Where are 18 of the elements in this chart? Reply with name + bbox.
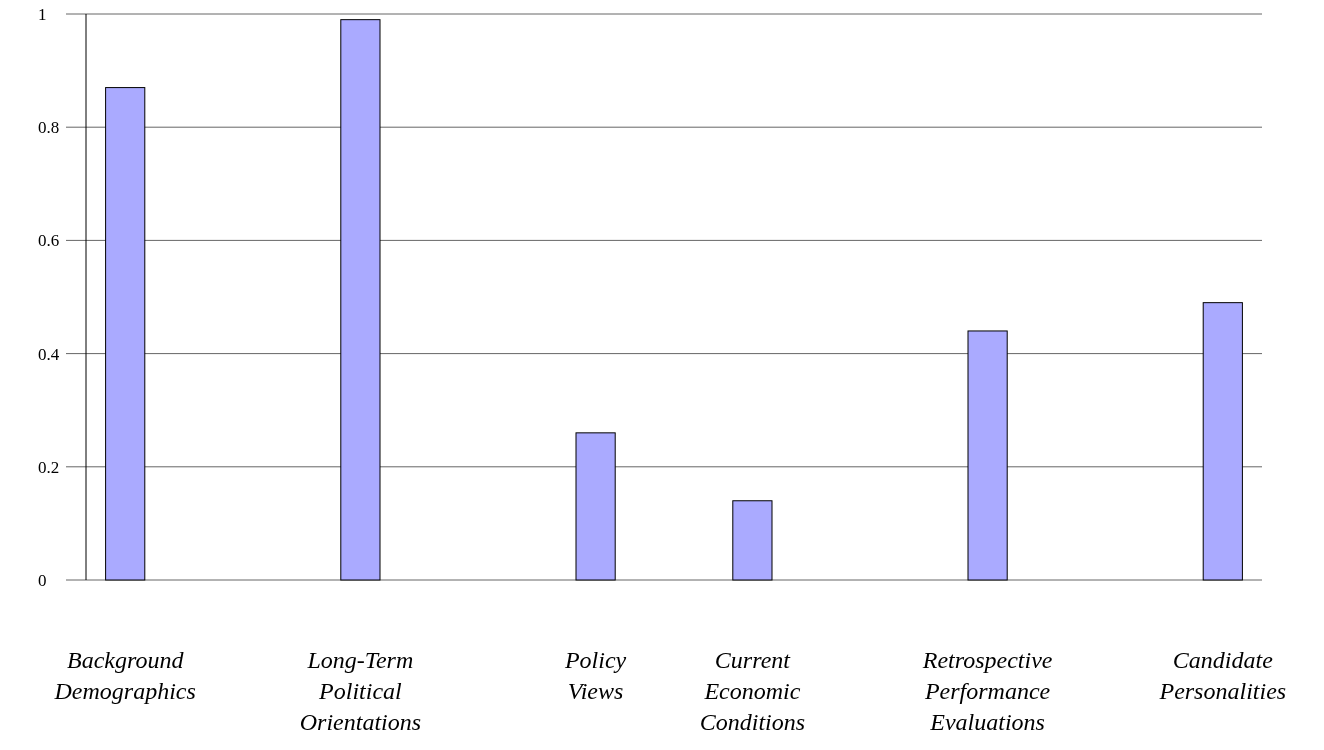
bar [575,432,616,581]
x-tick-label: Long-Term Political Orientations [299,647,422,735]
y-tick-label: 0.6 [38,231,60,251]
y-tick-label: 0.8 [38,118,60,138]
x-tick-label: Retrospective Performance Evaluations [921,647,1053,735]
bar [732,500,773,581]
y-tick-label: 0.2 [38,457,60,477]
y-tick-label: 0 [38,570,47,590]
x-tick-label: Current Economic Conditions [699,647,806,735]
x-tick-label: Background Demographics [53,647,196,704]
y-tick-label: 1 [38,4,47,24]
y-tick-label: 0.4 [38,344,60,364]
bar [105,87,146,581]
bar [1202,302,1243,581]
bar [340,19,381,581]
x-tick-label: Policy Views [563,647,627,704]
x-tick-label: Candidate Personalities [1158,647,1287,704]
bar [967,330,1008,581]
